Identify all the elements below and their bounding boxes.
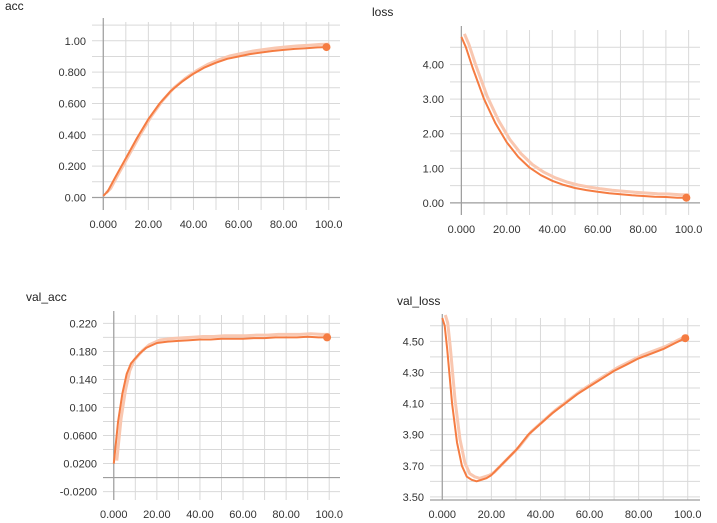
y-tick-label: 0.400 [58,130,86,142]
x-tick-label: 100.0 [674,509,702,521]
x-tick-label: 60.00 [225,219,253,231]
chart-title: val_acc [26,290,67,304]
y-tick-label: 0.0600 [63,431,97,443]
x-tick-label: 0.000 [100,509,128,521]
x-tick-label: 0.000 [448,224,476,236]
series-line [102,46,327,197]
x-tick-label: 100.0 [315,219,343,231]
x-tick-label: 0.000 [429,509,457,521]
y-tick-label: 1.00 [423,163,444,175]
y-tick-label: 0.100 [69,403,97,415]
series-line [112,335,328,464]
x-tick-label: 80.00 [625,509,653,521]
y-tick-label: 0.00 [423,198,444,210]
chart-title: loss [372,5,393,19]
y-tick-label: 0.140 [69,374,97,386]
chart-loss: loss 0.00 1.00 2.00 3.00 4.00 0.000 20.00 40.00 6… [372,5,702,236]
y-tick-label: 0.600 [58,98,86,110]
y-tick-label: 0.180 [69,346,97,358]
series-end-point[interactable] [681,334,690,343]
x-tick-label: 40.00 [527,509,555,521]
x-tick-label: 20.00 [135,219,163,231]
x-tick-label: 80.00 [270,219,298,231]
series-raw-line [115,332,331,461]
y-tick-label: 0.0200 [63,459,97,471]
y-tick-label: 4.10 [403,399,424,411]
x-tick-label: 80.00 [629,224,657,236]
y-tick-label: 4.30 [403,367,424,379]
x-tick-label: 40.00 [539,224,567,236]
series-raw-line [443,314,689,480]
y-tick-label: -0.0200 [60,487,97,499]
x-tick-label: 20.00 [493,224,521,236]
y-tick-label: 0.200 [58,161,86,173]
chart-val-acc: val_acc -0.0200 0.0200 0.0600 0.100 0.140 0.18… [26,290,343,521]
x-tick-label: 100.0 [315,509,343,521]
series-raw-line [105,42,330,194]
y-tick-label: 4.50 [403,336,424,348]
y-tick-label: 3.90 [403,430,424,442]
x-tick-label: 40.00 [180,219,208,231]
y-tick-label: 0.220 [69,318,97,330]
y-tick-label: 3.50 [403,492,424,504]
chart-title: acc [5,0,24,13]
y-tick-label: 4.00 [423,60,444,72]
series-line [441,317,686,483]
series-line [460,36,687,199]
y-tick-label: 3.00 [423,94,444,106]
x-tick-label: 60.00 [584,224,612,236]
series-raw-line [463,33,690,197]
series-end-point[interactable] [322,43,331,52]
x-tick-label: 20.00 [478,509,506,521]
y-tick-label: 2.00 [423,129,444,141]
x-tick-label: 60.00 [229,509,257,521]
x-tick-label: 60.00 [576,509,604,521]
chart-acc: acc 0.00 0.200 0.400 0.600 0.800 1.00 0.000 20.0… [5,0,342,231]
x-tick-label: 80.00 [272,509,300,521]
chart-title: val_loss [397,294,440,308]
series-end-point[interactable] [323,333,332,342]
chart-val-loss: val_loss 3.50 3.70 3.90 4.10 4.30 4.50 0.000 20.… [397,294,701,521]
x-tick-label: 0.000 [90,219,118,231]
y-tick-label: 1.00 [65,36,86,48]
series-end-point[interactable] [682,193,691,202]
y-tick-label: 3.70 [403,461,424,473]
x-tick-label: 40.00 [186,509,214,521]
x-tick-label: 20.00 [143,509,171,521]
y-tick-label: 0.00 [65,192,86,204]
x-tick-label: 100.0 [675,224,703,236]
y-tick-label: 0.800 [58,67,86,79]
